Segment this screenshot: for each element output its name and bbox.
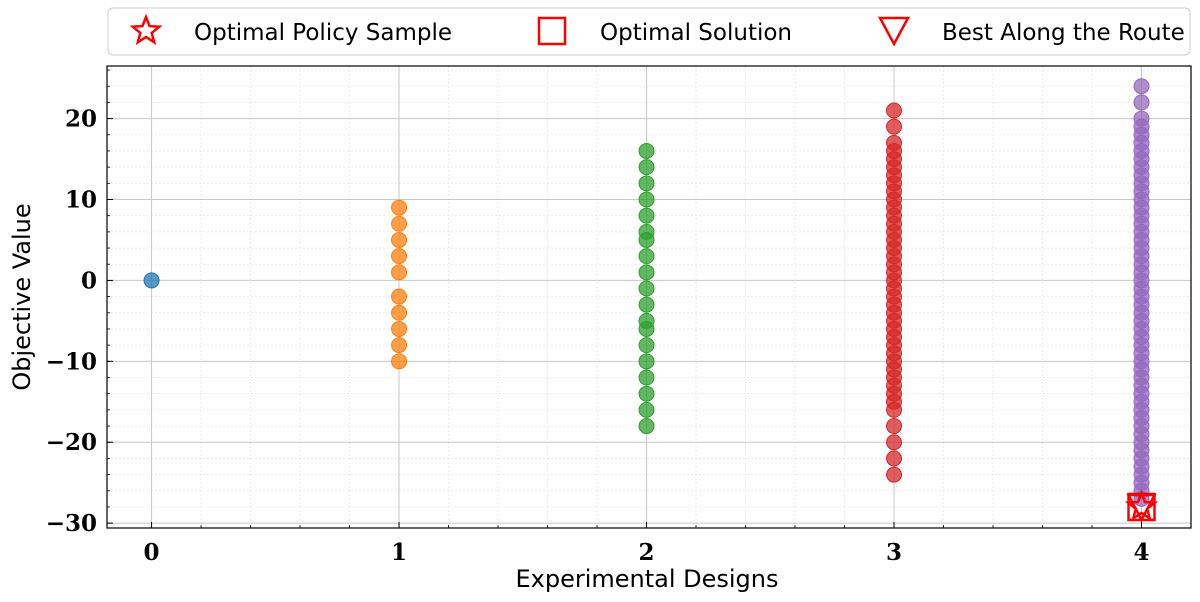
y-tick-label: −20 xyxy=(46,429,97,456)
data-point xyxy=(638,231,655,248)
data-point xyxy=(638,337,655,354)
data-point xyxy=(391,288,408,305)
best-along-route-marker xyxy=(1126,493,1157,523)
y-tick-label: −30 xyxy=(46,510,97,537)
data-point xyxy=(391,337,408,354)
data-point xyxy=(886,118,903,135)
x-tick-label: 0 xyxy=(144,539,160,566)
star-icon xyxy=(129,13,163,46)
data-point xyxy=(886,401,903,418)
highlight-markers xyxy=(1124,489,1159,523)
legend-item-optimal-policy-sample: Optimal Policy Sample xyxy=(129,13,452,46)
y-tick-label: 10 xyxy=(65,187,97,214)
data-point xyxy=(391,264,408,281)
y-axis-label: Objective Value xyxy=(8,203,36,390)
data-point xyxy=(391,231,408,248)
legend: Optimal Policy Sample Optimal Solution B… xyxy=(107,7,1191,56)
data-point xyxy=(638,159,655,176)
x-axis-label: Experimental Designs xyxy=(515,565,778,593)
y-tick-label: −10 xyxy=(46,348,97,375)
data-point xyxy=(1133,94,1150,111)
legend-label: Optimal Policy Sample xyxy=(194,20,452,46)
axis-ticks xyxy=(107,69,1143,528)
data-point xyxy=(391,215,408,232)
data-point xyxy=(638,264,655,281)
triangle-down-icon xyxy=(877,16,911,47)
y-tick-labels: −30 −20 −10 0 10 20 xyxy=(46,106,97,538)
y-tick-label: 20 xyxy=(65,106,97,133)
x-tick-label: 4 xyxy=(1133,539,1149,566)
data-point xyxy=(638,142,655,159)
data-point xyxy=(638,353,655,370)
x-tick-labels: 0 1 2 3 4 xyxy=(144,539,1150,566)
data-point xyxy=(638,320,655,337)
data-point xyxy=(391,304,408,321)
legend-label: Optimal Solution xyxy=(600,20,792,46)
data-point xyxy=(638,369,655,386)
plot-frame xyxy=(106,65,1192,529)
data-point xyxy=(638,385,655,402)
data-point xyxy=(886,102,903,119)
data-points xyxy=(143,78,1150,507)
legend-item-best-along-the-route: Best Along the Route xyxy=(877,16,1185,47)
data-point xyxy=(143,272,160,289)
data-point xyxy=(391,199,408,216)
legend-box xyxy=(107,7,1191,56)
data-point xyxy=(638,401,655,418)
legend-item-optimal-solution: Optimal Solution xyxy=(537,16,792,46)
legend-label: Best Along the Route xyxy=(942,20,1185,46)
square-icon xyxy=(537,16,567,46)
data-point xyxy=(638,207,655,224)
data-point xyxy=(638,248,655,265)
data-point xyxy=(886,418,903,435)
data-point xyxy=(886,466,903,483)
x-tick-label: 1 xyxy=(391,539,407,566)
minor-grid xyxy=(107,66,1191,528)
data-point xyxy=(886,434,903,451)
data-point xyxy=(638,175,655,192)
data-point xyxy=(391,353,408,370)
data-point xyxy=(638,418,655,435)
y-tick-label: 0 xyxy=(81,267,97,294)
data-point xyxy=(391,320,408,337)
data-point xyxy=(638,280,655,297)
data-point xyxy=(638,296,655,313)
data-point xyxy=(1133,78,1150,95)
data-point xyxy=(391,248,408,265)
data-point xyxy=(886,450,903,467)
x-tick-label: 2 xyxy=(639,539,655,566)
x-tick-label: 3 xyxy=(886,539,902,566)
data-point xyxy=(638,191,655,208)
